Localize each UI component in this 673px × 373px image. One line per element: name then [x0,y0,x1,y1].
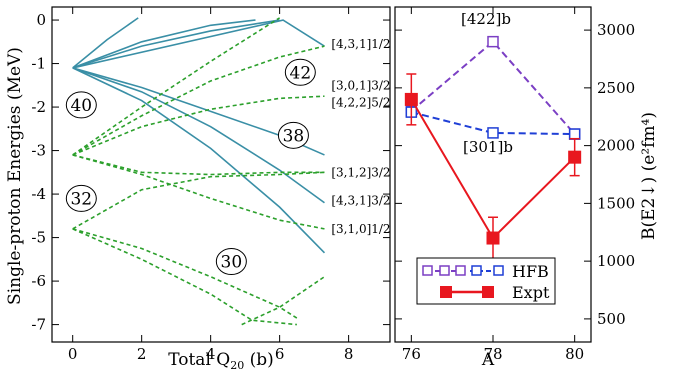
left-level-labels: [4,3,1]1/2 [3,0,1]3/2 [4,2,2]5/2 [3,1,2]3/2… [331,37,390,236]
left-x-axis-label-sub: 20 [230,359,244,372]
magic-number-label: 42 [290,63,312,83]
solid-level-curve [72,19,325,69]
right-y-tick-label: 500 [597,310,626,328]
right-ticks: 76 78 80 500 1000 1500 2000 2500 3000 [395,7,635,363]
legend: HFB Expt [416,257,556,305]
left-x-axis-label-main: Total Q [168,350,230,370]
left-y-tick-label: -1 [31,55,46,73]
magic-number-label: 30 [221,253,243,273]
dashed-level-curve [72,228,298,319]
right-y-tick-label: 3000 [597,21,635,39]
left-y-tick-label: -4 [31,185,46,203]
left-x-tick-label: 2 [137,345,147,363]
magic-number-circle [284,58,316,86]
data-point [568,150,582,164]
level-label: [4,3,1]3/2 [331,194,390,208]
data-point [486,231,500,245]
magic-number-label: 38 [283,126,305,146]
dashed-level-curve [72,45,325,156]
dashed-level-curve [72,154,325,230]
solid-level-curve [72,17,139,69]
left-chart: 0 2 4 6 8 0 -1 -2 -3 -4 -5 -6 -7 [4,3,1]1/2 [3,0,1]3/… [5,6,391,372]
left-y-tick-label: -7 [31,316,46,334]
legend-marker [440,286,452,298]
magic-number-circle [277,121,309,149]
right-y-tick-label: 1500 [597,194,635,212]
data-point [487,127,499,139]
left-ticks: 0 2 4 6 8 0 -1 -2 -3 -4 -5 -6 -7 [31,7,390,363]
right-y-tick-label: 2000 [597,137,635,155]
right-x-tick-label: 76 [402,345,421,363]
right-series-label-301: [301]b [463,138,513,156]
left-plot-frame [51,6,391,343]
dashed-level-curve [72,171,325,230]
right-chart: 76 78 80 500 1000 1500 2000 2500 3000 [422]b [30… [394,6,659,370]
dashed-level-curve [72,228,297,326]
magic-number-circle [65,184,97,212]
right-x-tick-label: 80 [565,345,584,363]
left-y-tick-label: -2 [31,98,46,116]
left-y-tick-label: -3 [31,142,46,160]
magic-number-circle [65,91,97,119]
legend-label-hfb: HFB [512,262,549,281]
legend-marker [455,265,466,276]
legend-marker [493,265,504,276]
magic-number-circle [215,248,247,276]
magic-number-label: 40 [70,96,92,116]
legend-item-hfb [422,265,504,276]
level-label: [4,2,2]5/2 [331,96,390,110]
dashed-level-curve [241,276,325,326]
legend-marker [439,265,450,276]
solid-level-curve [72,19,256,69]
left-y-axis-label: Single-proton Energies (MeV) [5,47,25,305]
left-x-tick-label: 6 [275,345,285,363]
right-series-label-422: [422]b [461,10,511,28]
right-x-tick-label: 78 [483,345,502,363]
right-y-tick-label: 1000 [597,252,635,270]
left-x-axis-label: Total Q20 (b) [168,350,274,372]
left-x-tick-label: 0 [68,345,78,363]
data-point [487,35,499,48]
series-line [410,40,576,135]
series-line [411,111,575,136]
left-x-tick-label: 4 [206,345,216,363]
level-label: [3,1,2]3/2 [331,165,390,179]
left-x-axis-label-unit: (b) [244,350,274,370]
dashed-level-curve [72,154,325,176]
legend-label-expt: Expt [512,283,550,302]
left-y-tick-label: 0 [36,11,46,29]
data-point [404,92,418,106]
dashed-level-curve [72,95,325,156]
legend-marker [471,265,482,276]
left-x-tick-label: 8 [344,345,354,363]
magic-number-label: 32 [70,189,92,209]
solid-level-curve [72,19,280,69]
level-label: [3,0,1]3/2 [331,78,390,92]
right-x-axis-label: A [481,350,495,370]
legend-item-expt [440,286,494,298]
left-y-tick-label: -5 [31,229,46,247]
level-label: [3,1,0]1/2 [331,222,390,236]
right-y-axis-label: B(E2↓) (e²fm⁴) [639,112,659,240]
right-series [404,35,582,260]
solid-level-curve [72,67,325,204]
data-point [568,128,581,140]
left-curves [72,17,326,326]
right-y-tick-label: 2500 [597,79,635,97]
solid-level-curve [72,67,326,254]
level-label: [4,3,1]1/2 [331,37,390,51]
legend-marker [422,265,433,276]
left-y-tick-label: -6 [31,272,46,290]
left-magic-numbers: 40 42 38 32 30 [65,58,316,276]
legend-marker [482,286,494,298]
